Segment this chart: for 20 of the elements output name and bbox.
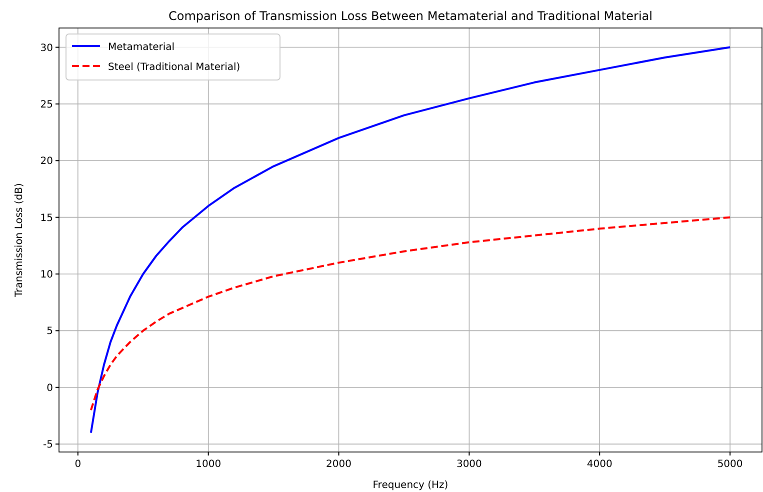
y-tick-label: 25 — [40, 99, 53, 110]
x-tick-label: 5000 — [717, 459, 743, 470]
x-tick-label: 2000 — [326, 459, 352, 470]
legend-label: Metamaterial — [108, 42, 175, 53]
y-tick-label: -5 — [43, 440, 53, 451]
x-axis-title: Frequency (Hz) — [372, 480, 448, 491]
y-tick-label: 20 — [40, 156, 53, 168]
y-tick-label: 10 — [40, 270, 53, 281]
y-tick-label: 0 — [46, 382, 53, 394]
legend-label: Steel (Traditional Material) — [108, 62, 240, 73]
y-axis-title: Transmission Loss (dB) — [14, 182, 25, 298]
line-series — [90, 216, 732, 412]
y-tick-label: 30 — [40, 42, 53, 54]
x-tick-label: 0 — [74, 459, 82, 470]
y-tick-label: 15 — [40, 212, 53, 224]
x-tick-label: 1000 — [196, 459, 222, 470]
chart-title: Comparison of Transmission Loss Between Metamaterial and Traditional Material — [168, 9, 652, 23]
y-tick-label: 5 — [46, 326, 53, 338]
x-tick-label: 3000 — [456, 459, 482, 470]
x-tick-label: 4000 — [586, 459, 612, 470]
